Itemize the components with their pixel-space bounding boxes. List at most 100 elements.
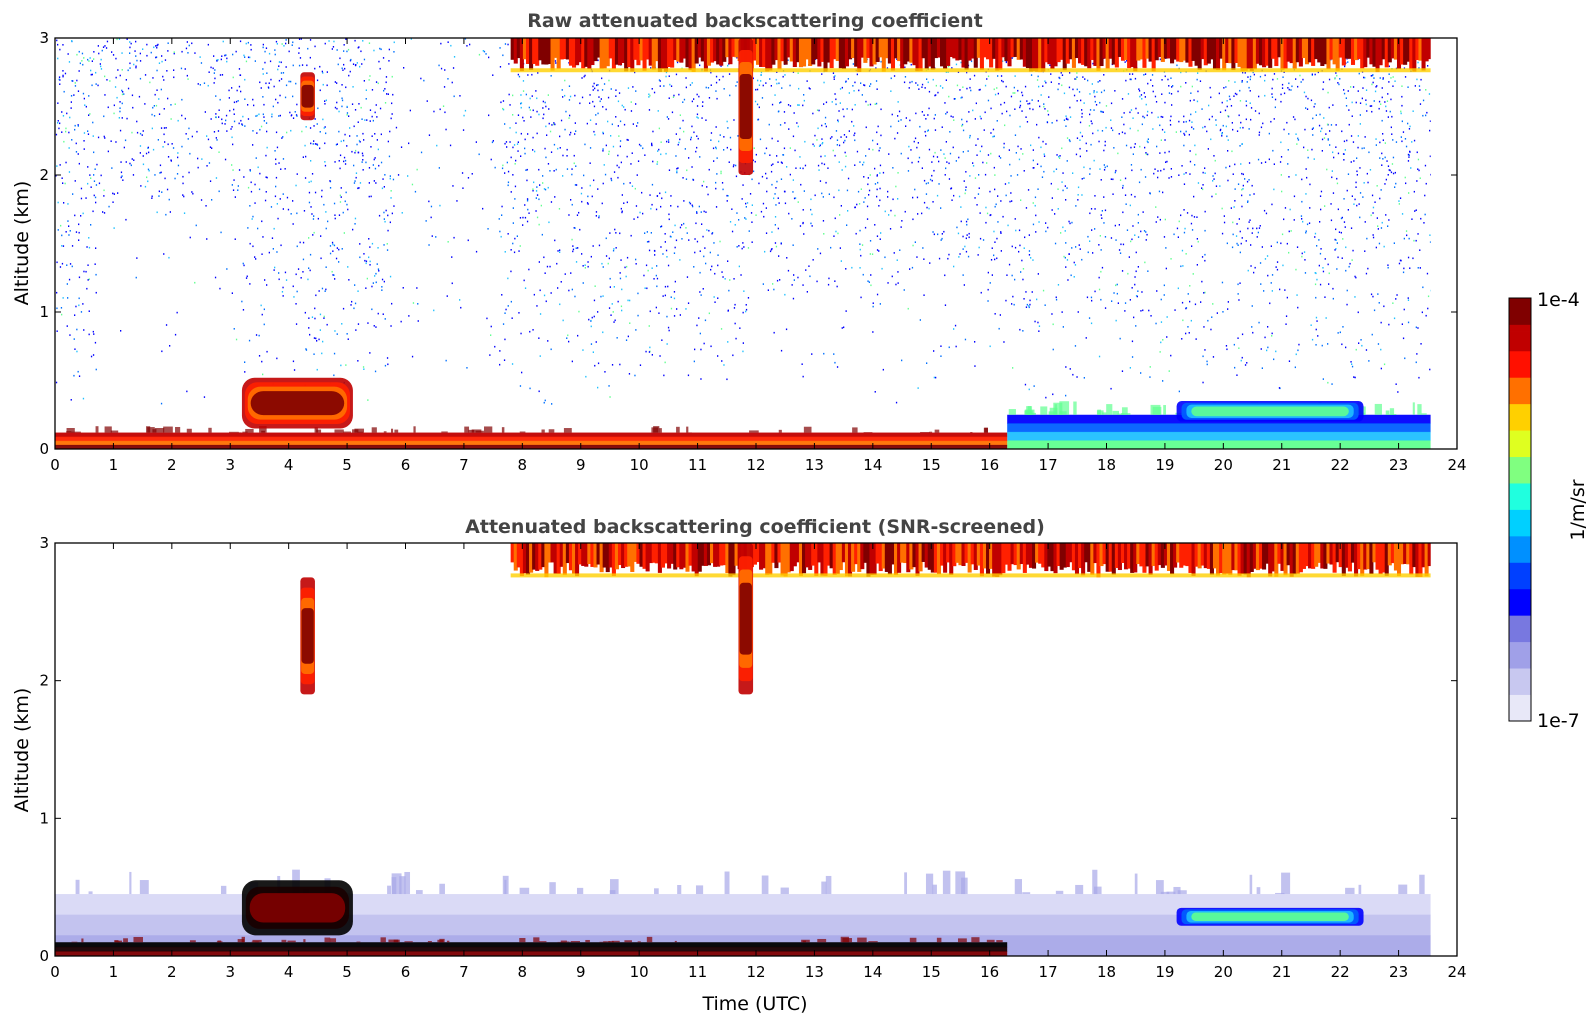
noise-speck (119, 110, 121, 113)
noise-speck (621, 309, 623, 312)
noise-speck (1234, 188, 1236, 190)
noise-speck (1232, 173, 1234, 175)
noise-speck (1395, 182, 1397, 185)
noise-speck (738, 245, 740, 247)
noise-speck (997, 221, 999, 223)
noise-speck (129, 62, 131, 65)
noise-speck (668, 97, 670, 99)
noise-speck (1331, 383, 1333, 385)
noise-speck (1098, 276, 1100, 279)
heatmap-column (832, 38, 837, 60)
noise-speck (494, 166, 496, 169)
noise-speck (665, 249, 668, 252)
noise-speck (734, 224, 736, 226)
noise-speck (1324, 205, 1326, 207)
noise-speck (739, 327, 741, 329)
noise-speck (777, 110, 780, 113)
noise-speck (628, 373, 631, 375)
heatmap-column (881, 38, 886, 72)
noise-speck (1272, 78, 1274, 81)
noise-speck (822, 142, 824, 144)
noise-speck (116, 38, 118, 41)
noise-speck (607, 120, 609, 123)
noise-speck (869, 240, 872, 242)
noise-speck (392, 93, 394, 96)
noise-speck (262, 43, 264, 46)
noise-speck (895, 185, 897, 188)
noise-speck (1301, 218, 1303, 220)
heatmap-column (958, 38, 963, 60)
noise-speck (1076, 100, 1078, 102)
noise-speck (859, 248, 861, 251)
noise-speck (342, 307, 345, 310)
noise-speck (279, 198, 281, 200)
noise-speck (275, 40, 278, 43)
noise-speck (225, 54, 227, 56)
heatmap-column (823, 38, 828, 72)
noise-speck (1160, 341, 1162, 344)
noise-speck (237, 100, 239, 102)
noise-speck (1123, 123, 1125, 126)
noise-speck (887, 196, 889, 198)
noise-speck (417, 320, 419, 322)
noise-speck (986, 78, 988, 80)
noise-speck (825, 181, 827, 184)
noise-speck (1348, 109, 1350, 111)
noise-speck (706, 229, 708, 231)
heatmap-edge (468, 429, 475, 433)
noise-speck (961, 123, 964, 126)
noise-speck (91, 73, 93, 76)
noise-speck (631, 185, 634, 187)
noise-speck (1155, 221, 1157, 223)
noise-speck (1134, 234, 1136, 236)
noise-speck (244, 78, 246, 81)
noise-speck (159, 172, 161, 174)
noise-speck (696, 135, 698, 137)
heatmap-column (636, 38, 641, 66)
noise-speck (1134, 195, 1136, 198)
noise-speck (953, 265, 955, 268)
noise-speck (1360, 339, 1362, 341)
noise-speck (306, 64, 308, 67)
noise-speck (274, 195, 277, 198)
noise-speck (177, 119, 179, 122)
noise-speck (982, 161, 984, 164)
noise-speck (687, 302, 690, 304)
noise-speck (551, 403, 553, 405)
noise-speck (1410, 167, 1412, 169)
noise-speck (370, 146, 372, 148)
noise-speck (100, 58, 102, 61)
noise-speck (591, 316, 593, 319)
noise-speck (1227, 139, 1229, 141)
noise-speck (884, 256, 886, 259)
noise-speck (749, 193, 752, 195)
noise-speck (703, 180, 705, 183)
noise-speck (254, 183, 256, 186)
noise-speck (365, 287, 367, 289)
noise-speck (730, 148, 732, 151)
heatmap-column (630, 38, 635, 72)
noise-speck (509, 104, 511, 106)
noise-speck (1014, 92, 1016, 94)
noise-speck (966, 71, 968, 74)
noise-speck (812, 259, 814, 261)
noise-speck (78, 304, 80, 307)
noise-speck (261, 220, 263, 223)
noise-speck (634, 374, 636, 377)
noise-speck (377, 312, 379, 315)
noise-speck (1000, 200, 1002, 202)
noise-speck (463, 114, 465, 117)
noise-speck (129, 162, 131, 165)
noise-speck (100, 65, 102, 68)
heatmap-column (719, 38, 724, 66)
noise-speck (346, 145, 348, 147)
noise-speck (673, 94, 675, 97)
noise-speck (614, 228, 616, 231)
noise-speck (1078, 91, 1081, 93)
noise-speck (1238, 114, 1240, 117)
noise-speck (1274, 98, 1277, 101)
noise-speck (532, 149, 534, 151)
noise-speck (372, 164, 374, 166)
heatmap-column (795, 38, 800, 63)
noise-speck (999, 314, 1001, 316)
